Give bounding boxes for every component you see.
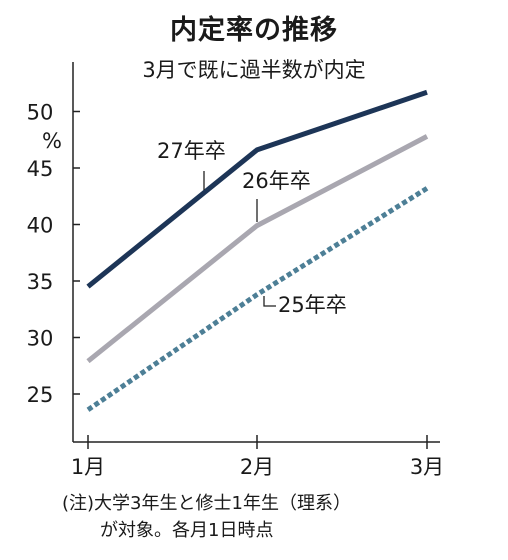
- x-tick-label: 2月: [240, 455, 274, 479]
- series-line-3: [86, 186, 429, 412]
- note-line-2: が対象。各月1日時点: [100, 520, 274, 541]
- chart-title: 内定率の推移: [170, 15, 338, 46]
- series-label-leader: [263, 296, 276, 307]
- x-tick-label: 3月: [410, 455, 444, 479]
- y-tick-label: 30: [27, 327, 54, 351]
- y-tick-label: 40: [27, 214, 54, 238]
- y-tick-label: 50: [27, 101, 54, 125]
- y-tick-label: 45: [27, 157, 54, 181]
- y-tick-label: 35: [27, 270, 54, 294]
- chart-subtitle: 3月で既に過半数が内定: [142, 58, 366, 82]
- note-line-1: (注)大学3年生と修士1年生（理系）: [62, 493, 351, 514]
- line-chart: 25 30 35 40 45 50 1月 2月 3月 % 27年卒 26年卒 25年卒: [27, 62, 444, 479]
- series-label-3: 25年卒: [278, 293, 347, 317]
- y-tick-label: 25: [27, 383, 54, 407]
- series-label-2: 26年卒: [242, 169, 311, 193]
- series-line-2: [86, 134, 429, 364]
- y-axis-unit: %: [42, 129, 62, 153]
- chart-note: (注)大学3年生と修士1年生（理系） が対象。各月1日時点: [62, 490, 351, 544]
- x-tick-label: 1月: [71, 455, 105, 479]
- series-label-1: 27年卒: [157, 139, 226, 163]
- series-line-1: [86, 89, 428, 289]
